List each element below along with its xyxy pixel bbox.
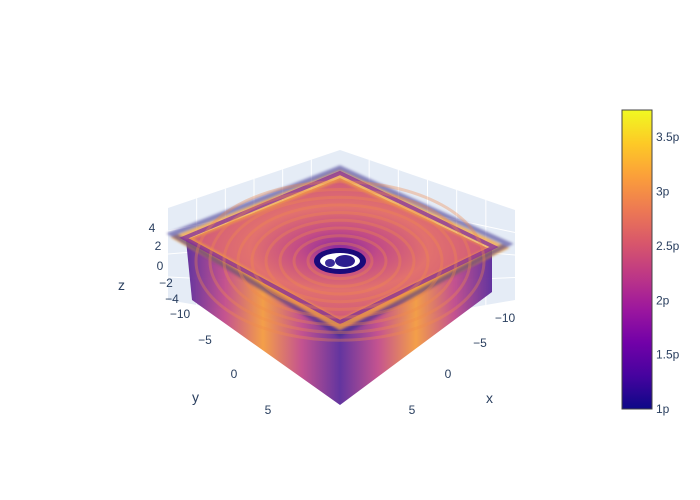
y-tick-label: 5: [265, 403, 272, 417]
colorbar-ticks: 1p 1.5p 2p 2.5p 3p 3.5p: [656, 130, 680, 416]
volume-center-blob: [335, 255, 355, 267]
y-axis-ticks: −10 −5 0 5: [170, 307, 272, 417]
z-tick-label: 4: [149, 221, 156, 235]
volume-ripple-ring: [208, 188, 472, 334]
z-axis-ticks: −4 −2 0 2 4: [149, 221, 180, 306]
colorbar-tick-label: 1p: [656, 402, 670, 416]
z-axis-title: z: [118, 277, 125, 293]
volume-ripple-ring: [222, 195, 458, 327]
volume-face-front-left: [186, 240, 340, 405]
volume-face-front-right: [340, 250, 492, 405]
x-tick-label: 5: [409, 403, 416, 417]
x-tick-label: 0: [445, 367, 452, 381]
volume-ripple-ring: [194, 180, 486, 342]
colorbar: [621, 109, 653, 410]
colorbar-tick-label: 2.5p: [656, 239, 680, 253]
z-tick-label: 2: [155, 239, 162, 253]
volume-ripple-ring: [236, 203, 444, 319]
volume-outer-edge: [166, 165, 514, 337]
volume-inner-edge: [179, 170, 499, 325]
volume-center-blob-small: [325, 259, 335, 267]
volume-ripple-ring: [292, 234, 388, 288]
volume-ripple-ring: [306, 241, 374, 281]
x-tick-label: −5: [473, 336, 487, 350]
volume-ripple-ring: [250, 211, 430, 311]
volume-body: [166, 165, 514, 405]
colorbar-tick-label: 3p: [656, 185, 670, 199]
x-tick-label: −10: [495, 311, 516, 325]
z-tick-label: −2: [159, 276, 173, 290]
y-tick-label: −10: [170, 307, 191, 321]
colorbar-tick-label: 1.5p: [656, 348, 680, 362]
y-tick-label: 0: [231, 367, 238, 381]
colorbar-tick-label: 3.5p: [656, 130, 680, 144]
x-axis-ticks: −10 −5 0 5: [409, 311, 516, 417]
z-tick-label: 0: [157, 259, 164, 273]
y-axis-title: y: [192, 389, 199, 405]
volume-ripple-ring: [278, 226, 402, 296]
y-tick-label: −5: [198, 333, 212, 347]
volume-ripple-ring: [264, 218, 416, 304]
x-axis-title: x: [486, 390, 493, 406]
colorbar-tick-label: 2p: [656, 293, 670, 307]
z-tick-label: −4: [165, 292, 179, 306]
